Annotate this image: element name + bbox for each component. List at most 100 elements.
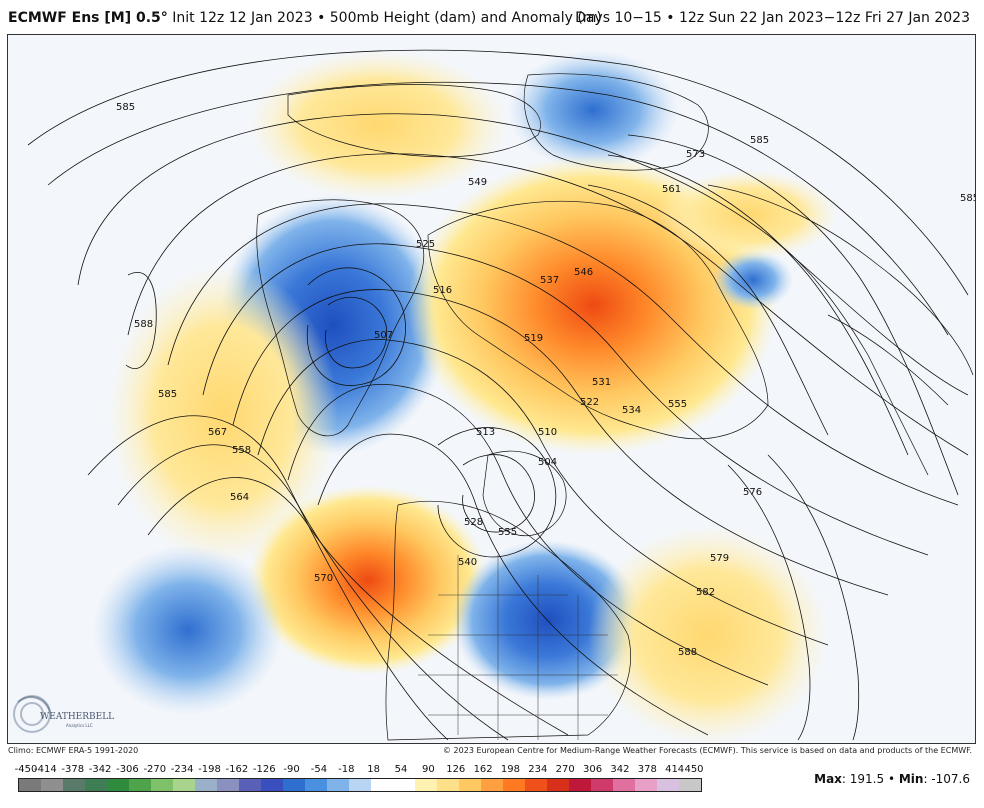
climo-credit: Climo: ECMWF ERA-5 1991-2020 <box>8 746 139 755</box>
colorbar-tick-label: 378 <box>637 764 657 775</box>
contour-label: 504 <box>538 457 557 468</box>
contour-label: 564 <box>230 492 249 503</box>
contour-label: 555 <box>498 527 517 538</box>
contour-labels: 585 588 585 567 558 564 570 546 537 519 … <box>116 102 976 658</box>
hudson-bay-islands <box>482 450 567 537</box>
colorbar-tick-label: 198 <box>500 764 521 775</box>
contour-label: 585 <box>158 389 177 400</box>
asia-border-1 <box>707 184 974 376</box>
contour-label: 528 <box>464 517 483 528</box>
anomaly-positive-arctic <box>248 50 508 200</box>
contour-label: 531 <box>592 377 611 388</box>
contour-label: 534 <box>622 405 641 416</box>
anomaly-positive-atlantic <box>108 265 338 565</box>
anomaly-positive-west-na <box>248 485 488 675</box>
contour-label: 585 <box>960 193 976 204</box>
contour-label: 585 <box>750 135 769 146</box>
contour-label: 516 <box>433 285 452 296</box>
contour-label: 549 <box>468 177 487 188</box>
colorbar-swatch <box>129 779 151 791</box>
coastlines <box>256 73 974 741</box>
model-name: ECMWF Ens [M] 0.5° <box>8 10 168 26</box>
colorbar-swatch <box>459 779 481 791</box>
north-america-outline <box>385 500 631 741</box>
colorbar-swatch <box>195 779 217 791</box>
height-contours <box>27 49 969 741</box>
colorbar-tick-label: -198 <box>198 764 221 775</box>
contour-label: 585 <box>116 102 135 113</box>
colorbar-swatch <box>283 779 305 791</box>
arctic-islands <box>287 84 541 158</box>
colorbar-swatch <box>525 779 547 791</box>
max-value: : 191.5 • <box>841 772 899 786</box>
colorbar-swatch <box>85 779 107 791</box>
anomaly-positive-subtropical <box>588 525 828 743</box>
colorbar-tick-label: -450 <box>14 764 38 775</box>
colorbar-tick-label: 54 <box>394 764 408 775</box>
colorbar-swatch <box>547 779 569 791</box>
greenland-outline <box>256 199 425 437</box>
contour-label: 579 <box>710 553 729 564</box>
map-title: ECMWF Ens [M] 0.5° Init 12z 12 Jan 2023 … <box>8 10 602 26</box>
contour-label: 573 <box>686 149 705 160</box>
colorbar-swatch <box>569 779 591 791</box>
contour-label: 561 <box>662 184 681 195</box>
anomaly-negative-pacific <box>93 545 283 715</box>
valid-period: Days 10−15 • 12z Sun 22 Jan 2023−12z Fri… <box>575 10 970 26</box>
europe-outline <box>427 200 769 440</box>
colorbar-tick-label: 162 <box>473 764 493 775</box>
colorbar-swatches <box>18 778 702 792</box>
weatherbell-logo: WEATHERBELL Analytics LLC <box>10 692 114 738</box>
colorbar-swatch <box>591 779 613 791</box>
colorbar-swatch <box>679 779 701 791</box>
contour-label: 582 <box>696 587 715 598</box>
anomaly-colorbar: -450 -414 -378 -342 -306 -270 -234 -198 -162 -126… <box>14 764 704 794</box>
asia-border-3 <box>827 314 949 406</box>
map-panel[interactable]: 585 588 585 567 558 564 570 546 537 519 … <box>7 34 976 744</box>
colorbar-tick-label: -414 <box>34 764 57 775</box>
colorbar-swatch <box>437 779 459 791</box>
colorbar-swatch <box>503 779 525 791</box>
colorbar-tick-label: 342 <box>610 764 630 775</box>
contour-label: 537 <box>540 275 559 286</box>
colorbar-swatch <box>63 779 85 791</box>
colorbar-swatch <box>173 779 195 791</box>
anomaly-shading <box>93 50 838 743</box>
anomaly-negative-central-asia <box>713 250 793 310</box>
colorbar-swatch <box>657 779 679 791</box>
colorbar-swatch <box>613 779 635 791</box>
contour-label: 507 <box>374 330 393 341</box>
state-borders-vertical <box>457 555 579 740</box>
contour-label: 519 <box>524 333 543 344</box>
colorbar-swatch <box>261 779 283 791</box>
contour-label: 510 <box>538 427 557 438</box>
max-min-stats: Max: 191.5 • Min: -107.6 <box>814 772 970 786</box>
colorbar-swatch <box>41 779 63 791</box>
colorbar-tick-label: 270 <box>555 764 575 775</box>
map-canvas: 585 588 585 567 558 564 570 546 537 519 … <box>8 35 976 743</box>
contour-label: 513 <box>476 427 495 438</box>
colorbar-swatch <box>393 779 415 791</box>
colorbar-tick-label: -270 <box>143 764 167 775</box>
colorbar-tick-label: 450 <box>684 764 704 775</box>
colorbar-tick-label: -54 <box>310 764 328 775</box>
asia-border-2 <box>767 234 929 476</box>
colorbar-tick-label: -18 <box>338 764 355 775</box>
max-label: Max <box>814 772 842 786</box>
colorbar-swatch <box>239 779 261 791</box>
anomaly-negative-siberia <box>508 50 678 170</box>
colorbar-swatch <box>107 779 129 791</box>
colorbar-tick-label: 126 <box>446 764 466 775</box>
colorbar-swatch <box>19 779 41 791</box>
colorbar-swatch <box>305 779 327 791</box>
colorbar-swatch <box>327 779 349 791</box>
min-label: Min <box>898 772 924 786</box>
colorbar-tick-labels: -450 -414 -378 -342 -306 -270 -234 -198 -162 -126… <box>14 764 704 776</box>
ecmwf-copyright: © 2023 European Centre for Medium-Range … <box>443 746 972 755</box>
anomaly-positive-asia <box>658 170 838 260</box>
colorbar-tick-label: -378 <box>61 764 85 775</box>
colorbar-tick-label: 234 <box>528 764 548 775</box>
min-value: : -107.6 <box>923 772 970 786</box>
colorbar-swatch <box>151 779 173 791</box>
colorbar-tick-label: -90 <box>283 764 300 775</box>
